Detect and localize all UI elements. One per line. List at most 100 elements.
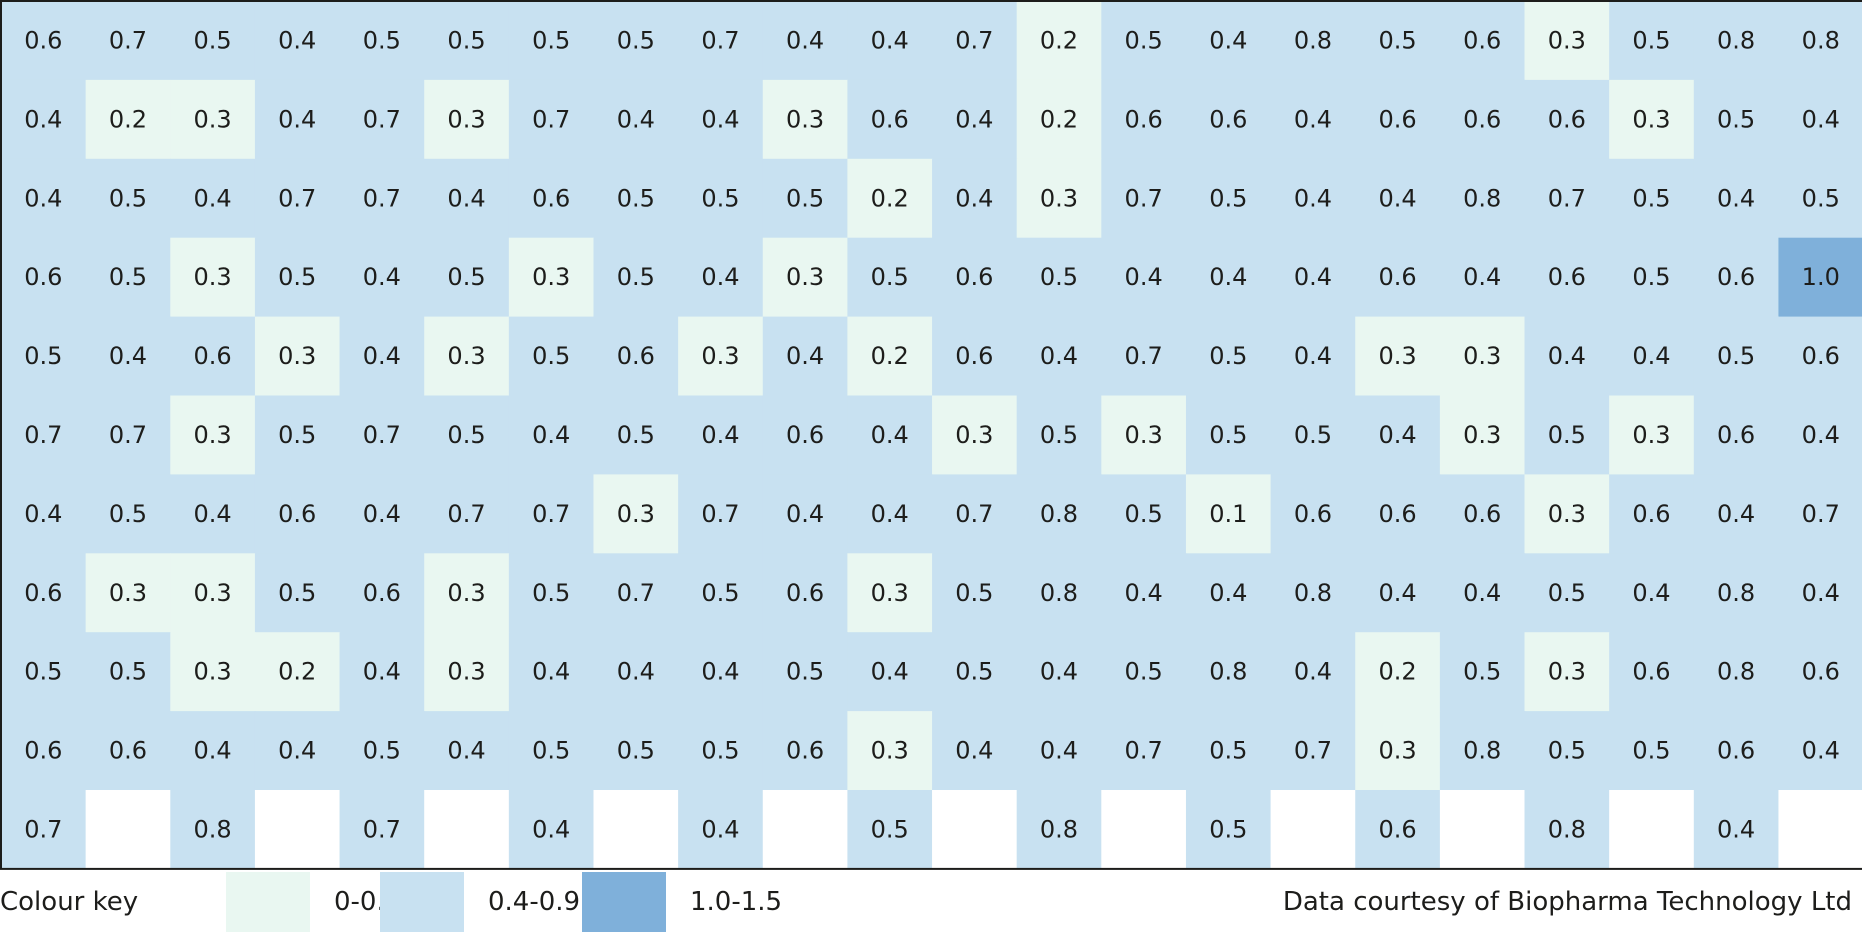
heatmap-cell-value: 0.4	[955, 737, 993, 765]
heatmap-cell-value: 0.4	[617, 658, 655, 686]
heatmap-cell-value: 0.7	[955, 26, 993, 54]
heatmap-cell	[762, 395, 848, 475]
heatmap-cell	[1693, 316, 1780, 397]
heatmap-cell	[1016, 237, 1102, 318]
heatmap-cell-value: 0.6	[1294, 500, 1332, 528]
heatmap-cell	[508, 790, 595, 870]
heatmap-cell	[1101, 237, 1187, 318]
heatmap-cell	[1609, 316, 1695, 397]
heatmap-cell-value: 0.4	[1125, 579, 1163, 607]
heatmap-cell-value: 0.4	[278, 26, 316, 54]
heatmap-cell	[1778, 316, 1862, 397]
heatmap-cell	[1270, 711, 1356, 791]
heatmap-cell	[1101, 1, 1187, 81]
heatmap-cell-value: 0.8	[1717, 579, 1755, 607]
heatmap-cell	[1, 711, 87, 791]
heatmap-cell	[1524, 395, 1610, 475]
heatmap-cell-value: 0.4	[786, 26, 824, 54]
heatmap-cell-value: 0.5	[1802, 184, 1840, 212]
heatmap-cell	[1778, 237, 1862, 318]
legend-label-high: 1.0-1.5	[690, 887, 783, 917]
heatmap-cell	[678, 711, 764, 791]
heatmap-cell-value: 0.4	[532, 658, 570, 686]
heatmap-cell	[170, 158, 256, 239]
heatmap-cell-value: 0.6	[1717, 737, 1755, 765]
heatmap-cell	[1016, 79, 1102, 160]
heatmap-cell	[1778, 395, 1862, 475]
heatmap-cell-value: 0.3	[1463, 421, 1501, 449]
heatmap-cell	[508, 395, 595, 475]
heatmap-cell-value: 0.5	[447, 26, 485, 54]
heatmap-cell	[1524, 790, 1610, 870]
heatmap-cell-value: 0.4	[194, 737, 232, 765]
heatmap-cell-value: 0.4	[786, 500, 824, 528]
heatmap-cell	[1609, 790, 1695, 870]
heatmap-cell	[254, 474, 341, 554]
heatmap-cell-value: 0.6	[532, 184, 570, 212]
heatmap-cell	[254, 158, 341, 239]
heatmap-cell	[1185, 79, 1272, 160]
heatmap-cell	[1609, 553, 1695, 633]
heatmap-cell-value: 0.5	[1548, 421, 1586, 449]
heatmap-cell-value: 0.3	[1040, 184, 1078, 212]
heatmap-cell	[678, 474, 764, 554]
heatmap-cell-value: 0.2	[278, 658, 316, 686]
heatmap-cell	[424, 395, 510, 475]
heatmap-cell	[1270, 632, 1356, 712]
heatmap-cell	[1270, 474, 1356, 554]
heatmap-cell	[1, 790, 87, 870]
heatmap-cell	[847, 553, 933, 633]
heatmap-cell-value: 0.5	[786, 658, 824, 686]
heatmap-cell-value: 0.8	[1463, 737, 1501, 765]
heatmap-cell-value: 0.4	[1125, 263, 1163, 291]
heatmap-cell	[1778, 553, 1862, 633]
heatmap-cell-value: 0.6	[1717, 263, 1755, 291]
heatmap-cell	[1270, 1, 1356, 81]
heatmap-cell-value: 0.4	[24, 105, 62, 133]
heatmap-cell	[1, 158, 87, 239]
heatmap-cell-value: 0.4	[1802, 421, 1840, 449]
heatmap-cell	[1185, 316, 1272, 397]
heatmap-cell-value: 0.4	[955, 105, 993, 133]
heatmap-cell	[1609, 1, 1695, 81]
heatmap-cell	[1101, 79, 1187, 160]
heatmap-cell-value: 0.5	[1209, 184, 1247, 212]
heatmap-cell-value: 0.6	[871, 105, 909, 133]
heatmap-cell-value: 0.5	[617, 263, 655, 291]
heatmap-cell	[762, 553, 848, 633]
legend-swatch-high	[582, 872, 666, 932]
heatmap-cell-value: 0.4	[701, 105, 739, 133]
heatmap-cell-value: 0.4	[363, 342, 401, 370]
heatmap-cell-value: 0.4	[955, 184, 993, 212]
heatmap-cell-value: 0.4	[1294, 184, 1332, 212]
heatmap-cell-value: 0.4	[1209, 263, 1247, 291]
heatmap-cell-value: 0.6	[955, 342, 993, 370]
heatmap-cell	[1101, 711, 1187, 791]
heatmap-cell-value: 0.1	[1209, 500, 1247, 528]
heatmap-cell	[254, 395, 341, 475]
heatmap-cell	[424, 79, 510, 160]
heatmap-cell-value: 0.5	[194, 26, 232, 54]
heatmap-cell	[1, 632, 87, 712]
heatmap-cell	[932, 1, 1018, 81]
heatmap-cell	[1101, 316, 1187, 397]
heatmap-cell-value: 0.5	[278, 263, 316, 291]
heatmap-cell	[678, 158, 764, 239]
heatmap-cell-value: 0.4	[278, 105, 316, 133]
heatmap-cell-value: 0.2	[871, 184, 909, 212]
heatmap-cell	[847, 237, 933, 318]
heatmap-cell-value: 0.4	[1802, 737, 1840, 765]
heatmap-cell	[762, 790, 848, 870]
heatmap-cell-value: 0.5	[786, 184, 824, 212]
heatmap-cell	[1609, 632, 1695, 712]
heatmap-cell	[1185, 553, 1272, 633]
heatmap-cell-value: 0.7	[363, 184, 401, 212]
heatmap-cell	[254, 632, 341, 712]
heatmap-cell	[762, 711, 848, 791]
heatmap-cell	[85, 1, 171, 81]
heatmap-cell	[1439, 237, 1526, 318]
heatmap-cell	[339, 316, 425, 397]
heatmap-cell-value: 0.3	[617, 500, 655, 528]
heatmap-cell	[85, 711, 171, 791]
heatmap-cell	[170, 79, 256, 160]
